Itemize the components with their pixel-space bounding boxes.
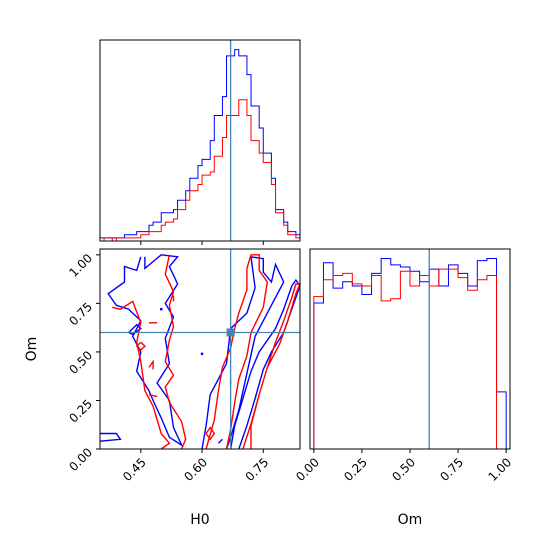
hist-om-tick-label-0: 0.00	[293, 455, 322, 484]
om-x-axis-label: Om	[398, 512, 423, 528]
contour-line-1	[107, 254, 184, 447]
contour-line-12	[148, 359, 154, 370]
joint-x-tick-label-0: 0.45	[120, 455, 149, 484]
joint-panel: 0.45 0.60 0.75 0.00 0.25 0.50 0.75 1.00 H0 Om	[24, 248, 302, 528]
hist-h0-series-step-1	[100, 99, 301, 242]
hist-h0-panel	[99, 39, 301, 245]
contour-dot-1	[160, 307, 163, 311]
joint-x-tick-label-1: 0.60	[181, 455, 210, 484]
truth-marker	[226, 328, 235, 337]
contour-line-3	[201, 255, 285, 450]
hist-om-tick-label-2: 0.50	[389, 455, 418, 484]
contour-line-10	[135, 341, 146, 351]
joint-y-tick-label-0: 0.00	[66, 445, 95, 474]
contour-line-6	[112, 300, 171, 450]
contour-dot-0	[200, 352, 204, 356]
hist-om-tick-label-4: 1.00	[485, 455, 514, 484]
contour-line-5	[217, 438, 223, 444]
contour-line-2	[128, 323, 142, 336]
contour-line-13	[148, 393, 158, 398]
contour-line-9	[242, 283, 302, 450]
hist-om-panel: 0.00 0.25 0.50 0.75 1.00 Om	[293, 248, 514, 528]
contour-line-7	[164, 254, 187, 450]
joint-y-tick-label-1: 0.25	[66, 397, 95, 426]
hist-om-series-step-1	[313, 268, 507, 450]
joint-frame	[99, 248, 301, 450]
om-y-axis-label: Om	[24, 337, 40, 362]
joint-y-tick-label-3: 0.75	[66, 300, 95, 329]
contour-line-4	[229, 278, 301, 450]
joint-y-tick-label-2: 0.50	[66, 348, 95, 377]
hist-h0-series-step-0	[99, 49, 301, 241]
hist-om-tick-label-3: 0.75	[437, 455, 466, 484]
hist-h0-frame	[99, 39, 301, 242]
contour-line-14	[205, 426, 216, 441]
h0-x-axis-label: H0	[190, 512, 209, 528]
joint-y-tick-label-4: 1.00	[66, 251, 95, 280]
contour-line-8	[205, 254, 269, 450]
hist-om-tick-label-1: 0.25	[341, 455, 370, 484]
contour-line-0	[99, 432, 122, 442]
joint-x-tick-label-2: 0.75	[243, 455, 272, 484]
